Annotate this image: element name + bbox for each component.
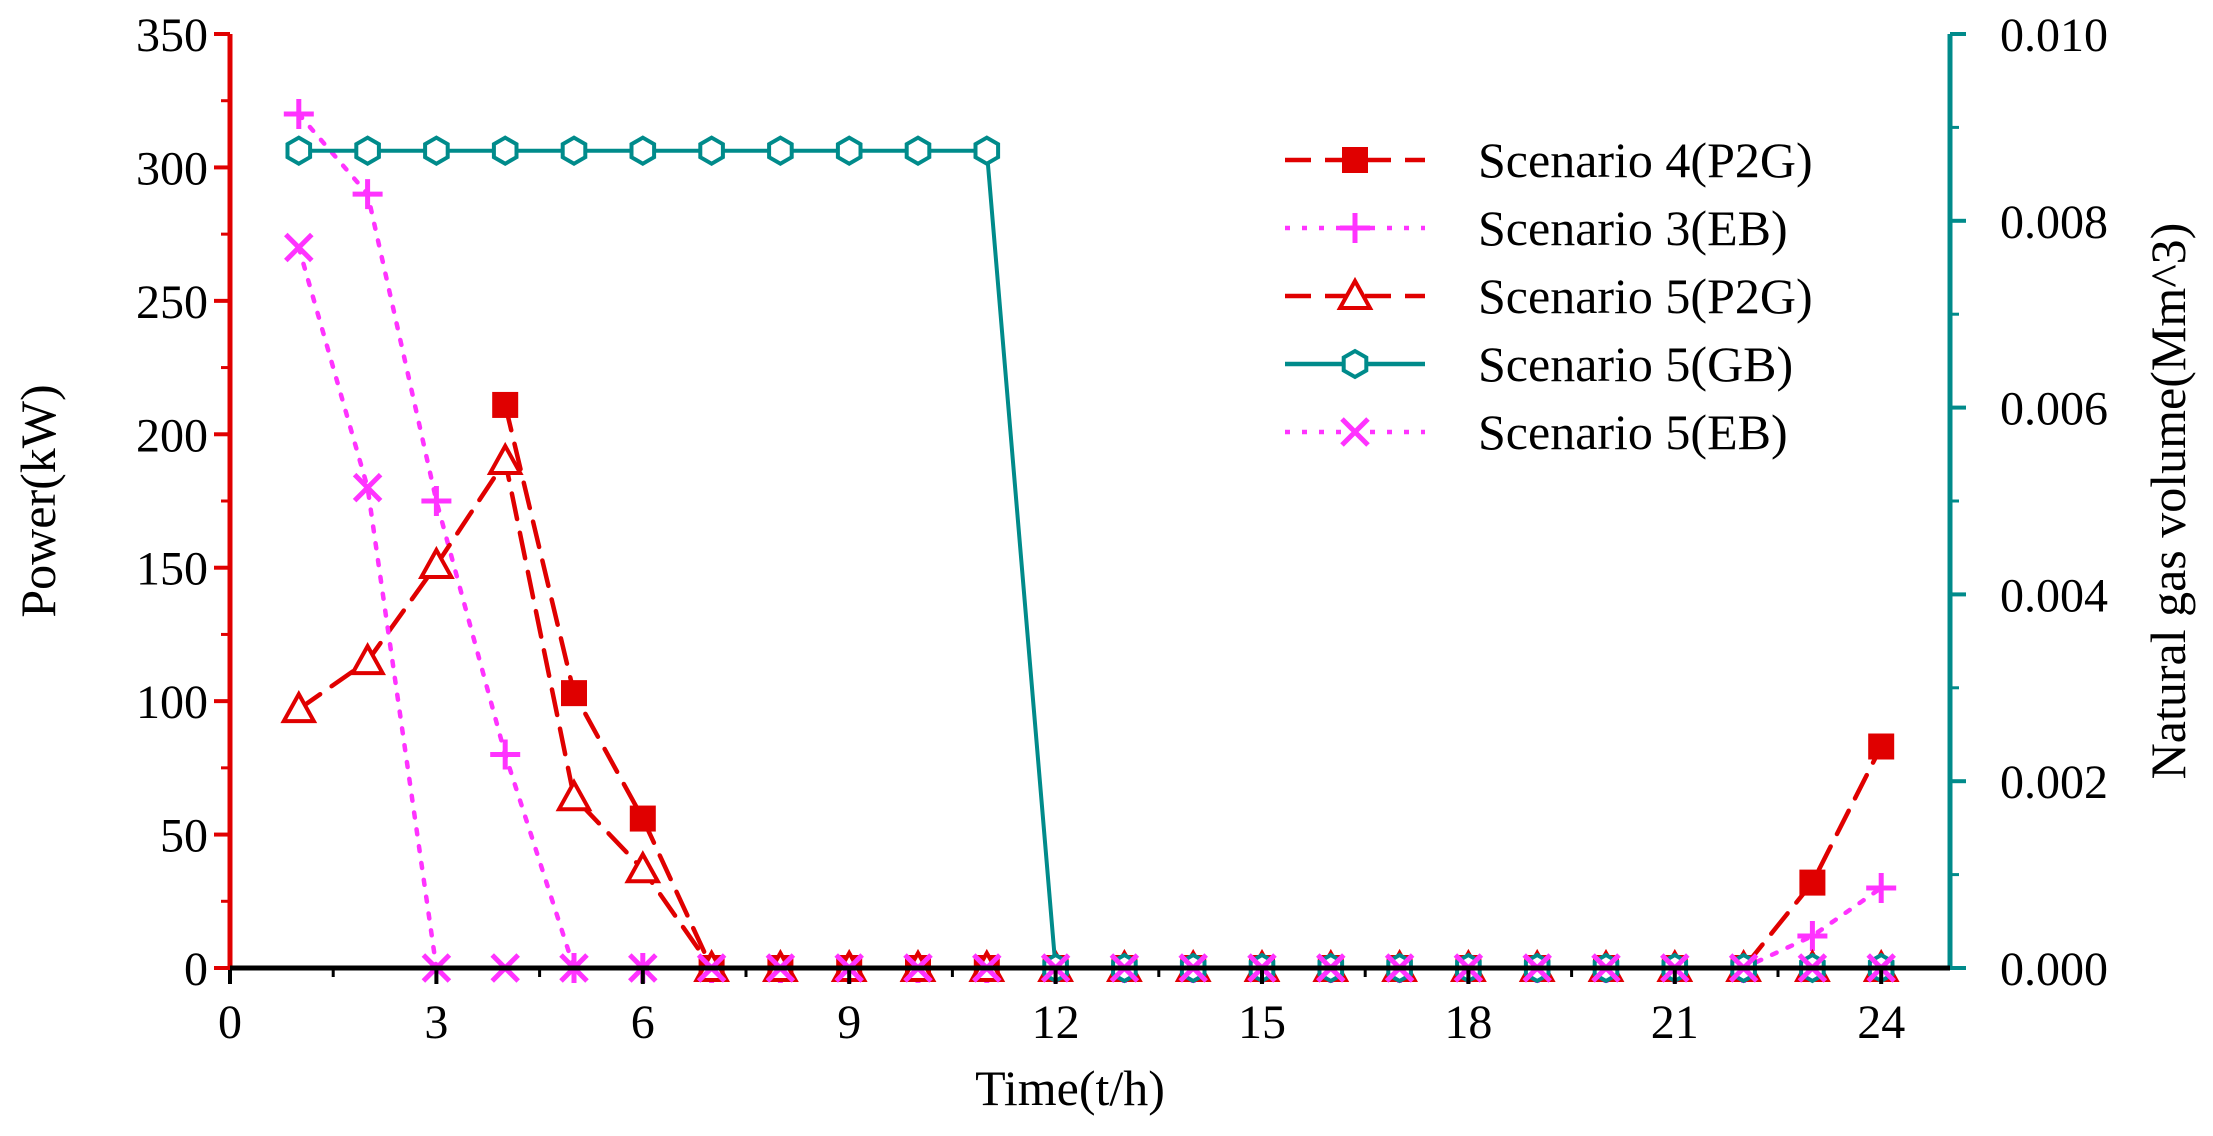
data-point: [629, 805, 656, 832]
legend-item: Scenario 5(GB): [1285, 336, 1793, 392]
x-tick-label: 9: [837, 996, 861, 1049]
x-tick-label: 24: [1857, 996, 1905, 1049]
legend-marker: [1340, 213, 1370, 243]
x-tick-label: 6: [631, 996, 655, 1049]
y-tick-label: 50: [160, 810, 208, 863]
y2-tick-label: 0.008: [2000, 196, 2108, 249]
data-point: [561, 680, 587, 707]
data-point: [283, 99, 314, 130]
x-tick-label: 21: [1651, 996, 1699, 1049]
legend-label: Scenario 4(P2G): [1478, 132, 1813, 188]
series-line: [296, 455, 1884, 971]
x-tick-label: 18: [1444, 996, 1492, 1049]
y-tick-label: 150: [136, 543, 208, 596]
y2-tick-label: 0.010: [2000, 9, 2108, 62]
y-tick-label: 200: [136, 409, 208, 462]
data-point: [560, 135, 588, 167]
data-point: [284, 232, 314, 263]
data-point: [349, 641, 386, 676]
legend-item: Scenario 5(EB): [1285, 404, 1788, 460]
y-tick-label: 300: [136, 142, 208, 195]
x-tick-label: 12: [1032, 996, 1080, 1049]
data-point: [555, 778, 593, 812]
data-point: [1799, 869, 1826, 896]
data-point: [354, 135, 381, 167]
data-point: [1866, 872, 1897, 903]
data-point: [352, 179, 383, 210]
y-axis-title: Power(kW): [10, 384, 66, 617]
y2-tick-label: 0.004: [2000, 569, 2108, 622]
series-1: [492, 391, 1895, 981]
legend-item: Scenario 5(P2G): [1285, 268, 1813, 324]
series-line: [296, 111, 1884, 971]
data-point: [423, 135, 450, 167]
data-point: [486, 441, 524, 475]
data-point: [491, 135, 519, 167]
data-point: [1797, 920, 1828, 951]
legend-label: Scenario 5(P2G): [1478, 268, 1813, 324]
legend: Scenario 4(P2G) Scenario 3(EB) Scenario 5(…: [1285, 132, 1813, 460]
y-tick-label: 350: [136, 9, 208, 62]
data-point: [492, 391, 519, 418]
x-tick-label: 0: [218, 996, 242, 1049]
x-tick-label: 3: [424, 996, 448, 1049]
legend-label: Scenario 5(GB): [1478, 336, 1793, 392]
legend-label: Scenario 5(EB): [1478, 404, 1788, 460]
legend-item: Scenario 3(EB): [1285, 200, 1788, 256]
data-point: [490, 739, 521, 770]
axes: 0 3 6 9 12 15 18 21 24 0 50 100 150 200 250 300 350 0.000…: [10, 9, 2196, 1116]
series-4: [285, 135, 1895, 984]
legend-item: Scenario 4(P2G): [1285, 132, 1813, 188]
legend-marker: [1340, 417, 1370, 447]
y2-tick-label: 0.002: [2000, 756, 2108, 809]
data-point: [624, 850, 662, 884]
data-point: [904, 135, 932, 167]
series-3: [280, 441, 1900, 982]
legend-marker: [1336, 276, 1374, 310]
legend-marker: [1342, 147, 1368, 173]
x-tick-label: 15: [1238, 996, 1286, 1049]
data-point: [418, 545, 455, 580]
data-point: [285, 135, 313, 167]
data-point: [835, 135, 863, 167]
data-point: [352, 472, 383, 503]
x-axis-title: Time(t/h): [975, 1060, 1165, 1116]
legend-label: Scenario 3(EB): [1478, 200, 1788, 256]
data-point: [767, 135, 794, 167]
data-point: [629, 135, 657, 167]
data-point: [280, 690, 318, 724]
y2-tick-label: 0.000: [2000, 943, 2108, 996]
y2-tick-label: 0.006: [2000, 383, 2108, 436]
series-line: [502, 402, 1884, 971]
y2-axis-title: Natural gas volume(Mm^3): [2140, 223, 2196, 780]
y-tick-label: 250: [136, 276, 208, 329]
data-point: [698, 135, 725, 167]
y-tick-label: 0: [184, 943, 208, 996]
y-tick-label: 100: [136, 676, 208, 729]
data-point: [973, 135, 1001, 167]
legend-marker: [1341, 348, 1369, 380]
data-point: [1868, 733, 1895, 760]
data-point: [421, 486, 452, 516]
